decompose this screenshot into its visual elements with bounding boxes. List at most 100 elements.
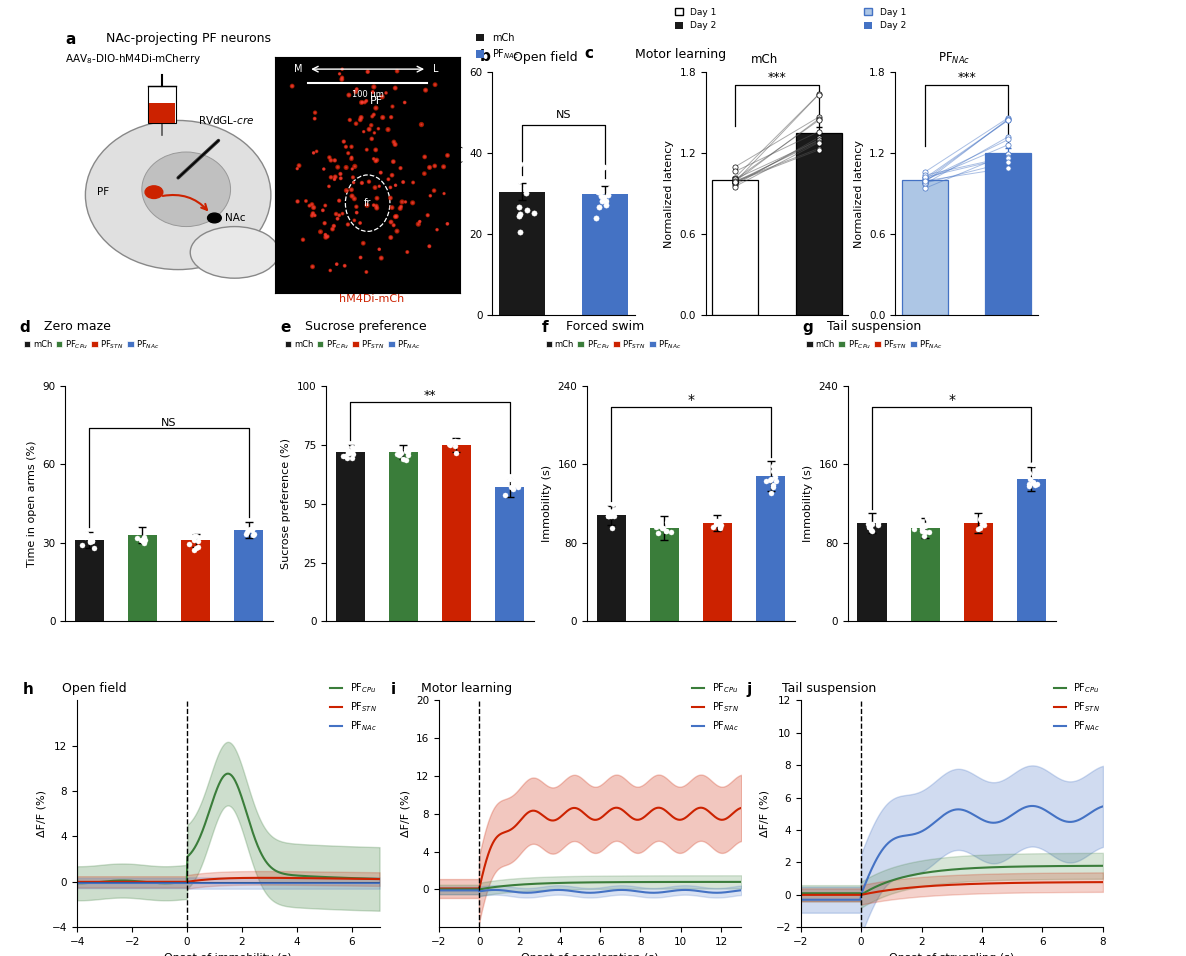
Point bbox=[415, 166, 434, 182]
Point bbox=[352, 175, 371, 190]
Point bbox=[916, 181, 935, 196]
Point bbox=[320, 263, 339, 278]
Point bbox=[708, 513, 727, 529]
Point bbox=[336, 258, 355, 273]
Point bbox=[809, 134, 828, 149]
Point bbox=[726, 172, 745, 187]
Legend: mCh, PF$_{NAc}$: mCh, PF$_{NAc}$ bbox=[476, 33, 519, 61]
Point bbox=[914, 529, 933, 544]
X-axis label: Onset of struggling (s): Onset of struggling (s) bbox=[890, 952, 1014, 956]
Point bbox=[76, 530, 95, 545]
Text: d: d bbox=[20, 320, 31, 335]
Point bbox=[135, 535, 154, 551]
Point bbox=[412, 117, 431, 132]
Point bbox=[83, 533, 102, 549]
Point bbox=[186, 529, 205, 544]
X-axis label: Onset of acceleration (s): Onset of acceleration (s) bbox=[522, 952, 658, 956]
Point bbox=[353, 95, 372, 110]
Point bbox=[385, 80, 404, 96]
Point bbox=[85, 540, 104, 555]
Point bbox=[345, 159, 364, 174]
Point bbox=[703, 519, 722, 534]
Y-axis label: Normalized latency: Normalized latency bbox=[664, 140, 674, 248]
Point bbox=[364, 151, 383, 166]
Point bbox=[861, 517, 880, 532]
Point bbox=[374, 110, 393, 125]
Point bbox=[500, 471, 519, 487]
Point bbox=[364, 79, 383, 95]
Point bbox=[427, 222, 446, 237]
Text: RVdGL-$cre$: RVdGL-$cre$ bbox=[198, 114, 255, 126]
Point bbox=[346, 116, 365, 131]
Point bbox=[385, 209, 404, 225]
Point bbox=[337, 438, 356, 453]
Point bbox=[378, 172, 397, 187]
Point bbox=[658, 514, 677, 530]
Bar bbox=[1016, 479, 1046, 621]
Point bbox=[306, 105, 325, 120]
Point bbox=[339, 445, 358, 461]
Point bbox=[132, 532, 151, 548]
Point bbox=[587, 166, 606, 182]
Point bbox=[999, 110, 1018, 125]
Point bbox=[282, 78, 301, 94]
Point bbox=[363, 84, 382, 99]
Point bbox=[971, 510, 990, 525]
Point bbox=[415, 149, 434, 164]
Text: NS: NS bbox=[161, 418, 177, 427]
Point bbox=[760, 472, 779, 488]
Point bbox=[337, 183, 356, 198]
Point bbox=[135, 531, 154, 546]
Legend: PF$_{CPu}$, PF$_{STN}$, PF$_{NAc}$: PF$_{CPu}$, PF$_{STN}$, PF$_{NAc}$ bbox=[688, 678, 742, 737]
Point bbox=[186, 540, 205, 555]
Text: i: i bbox=[390, 682, 396, 697]
Point bbox=[347, 205, 366, 220]
Point bbox=[498, 468, 517, 484]
Point bbox=[861, 523, 880, 538]
Point bbox=[383, 200, 402, 215]
Y-axis label: Immobility (s): Immobility (s) bbox=[542, 465, 551, 542]
Point bbox=[504, 479, 523, 494]
Point bbox=[973, 511, 991, 526]
Point bbox=[416, 82, 435, 98]
Point bbox=[809, 87, 828, 102]
Point bbox=[726, 174, 745, 189]
Point bbox=[726, 179, 745, 194]
Point bbox=[438, 148, 457, 163]
Point bbox=[381, 229, 400, 245]
Point bbox=[351, 215, 370, 230]
X-axis label: Onset of immobility (s): Onset of immobility (s) bbox=[165, 952, 292, 956]
Point bbox=[337, 140, 356, 155]
Point bbox=[364, 107, 383, 122]
Point bbox=[388, 63, 407, 78]
Point bbox=[394, 174, 413, 189]
Point bbox=[179, 536, 198, 552]
Point bbox=[1024, 456, 1042, 471]
Point bbox=[453, 433, 472, 448]
Point bbox=[326, 206, 345, 222]
Point bbox=[306, 105, 325, 120]
Point bbox=[359, 121, 378, 137]
Point bbox=[332, 70, 351, 85]
Point bbox=[588, 185, 607, 200]
Point bbox=[382, 214, 401, 229]
Bar bbox=[149, 103, 174, 123]
Point bbox=[363, 109, 382, 124]
Text: *: * bbox=[949, 394, 955, 407]
Point bbox=[916, 175, 935, 190]
Point bbox=[601, 180, 620, 195]
Point bbox=[288, 194, 307, 209]
Point bbox=[438, 148, 457, 163]
Point bbox=[356, 95, 375, 110]
Point bbox=[396, 194, 415, 209]
Point bbox=[597, 501, 616, 516]
Point bbox=[764, 480, 783, 495]
Point bbox=[452, 427, 471, 443]
Bar bbox=[703, 523, 732, 621]
Point bbox=[366, 142, 385, 158]
Point bbox=[868, 517, 887, 532]
Text: a: a bbox=[65, 32, 76, 47]
Bar bbox=[336, 452, 365, 621]
Point bbox=[331, 166, 350, 182]
Point bbox=[364, 198, 383, 213]
